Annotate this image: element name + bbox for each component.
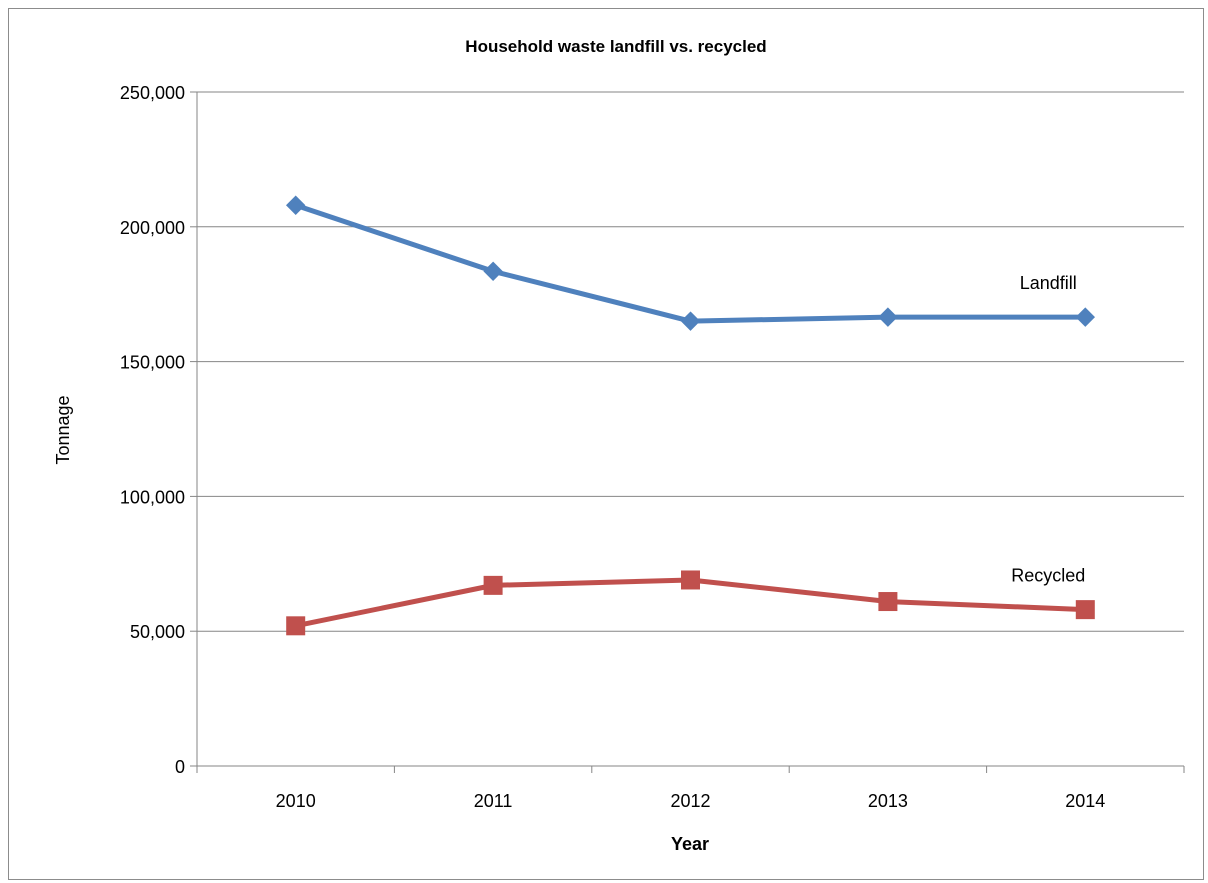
x-tick-label: 2010 bbox=[276, 791, 316, 811]
gridlines bbox=[196, 91, 1184, 767]
landfill-series-line bbox=[294, 202, 1086, 324]
landfill-point-marker bbox=[680, 311, 701, 331]
recycled-point-marker bbox=[483, 575, 503, 595]
series-layer: Landfill Recycled bbox=[285, 195, 1096, 636]
landfill-point-marker bbox=[483, 261, 503, 281]
recycled-point-marker bbox=[1075, 600, 1095, 620]
y-tick-label: 0 bbox=[175, 757, 185, 777]
x-tick-label: 2014 bbox=[1065, 791, 1105, 811]
y-tick-label: 50,000 bbox=[130, 622, 185, 642]
y-tick-label: 200,000 bbox=[120, 218, 185, 238]
x-axis-ticks: 2010 2011 2012 2013 2014 bbox=[196, 766, 1185, 811]
x-tick-label: 2013 bbox=[868, 791, 908, 811]
y-axis-ticks: 0 50,000 100,000 150,000 200,000 250,000 bbox=[120, 83, 197, 777]
y-tick-label: 150,000 bbox=[120, 353, 185, 373]
recycled-point-marker bbox=[878, 592, 898, 612]
y-tick-label: 100,000 bbox=[120, 487, 185, 507]
landfill-point-marker bbox=[285, 195, 306, 215]
x-tick-label: 2011 bbox=[474, 791, 513, 811]
recycled-point-marker bbox=[681, 570, 700, 590]
landfill-point-marker bbox=[1075, 307, 1096, 327]
x-tick-label: 2012 bbox=[670, 791, 710, 811]
x-axis-title: Year bbox=[671, 834, 709, 854]
chart-title: Household waste landfill vs. recycled bbox=[465, 37, 766, 56]
y-tick-label: 250,000 bbox=[120, 83, 185, 103]
recycled-series-label: Recycled bbox=[1011, 566, 1085, 586]
landfill-series-label: Landfill bbox=[1020, 273, 1077, 293]
landfill-point-marker bbox=[878, 307, 898, 327]
recycled-point-marker bbox=[286, 616, 306, 636]
y-axis-title: Tonnage bbox=[53, 395, 73, 464]
chart-frame bbox=[8, 8, 1204, 880]
